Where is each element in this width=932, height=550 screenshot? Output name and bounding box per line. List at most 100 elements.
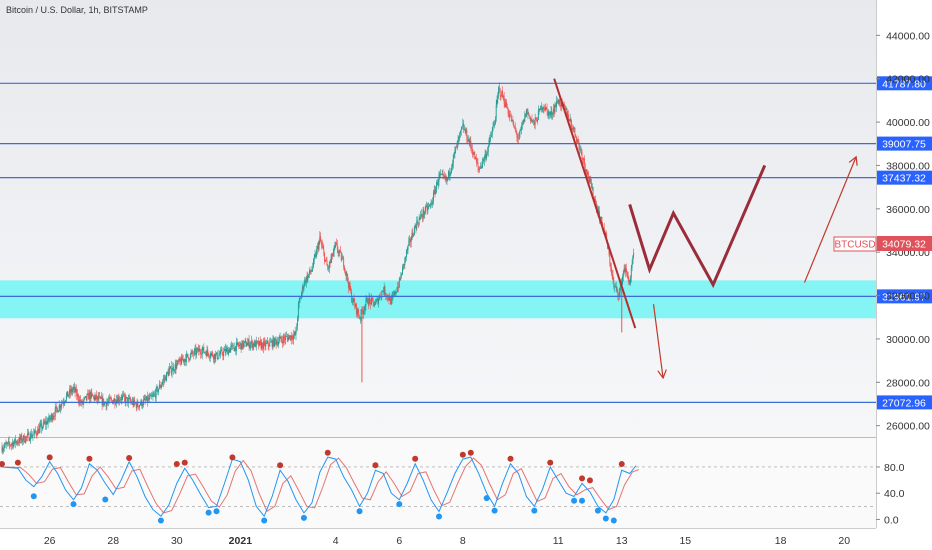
candle-body xyxy=(45,421,47,425)
candle-body xyxy=(605,233,607,235)
candle-body xyxy=(119,399,121,401)
candle-body xyxy=(262,341,264,349)
candle-body xyxy=(158,388,159,393)
candle-body xyxy=(270,340,272,342)
candle-body xyxy=(521,123,523,126)
candle-body xyxy=(514,126,515,128)
candle-body xyxy=(473,152,475,155)
candle-body xyxy=(580,148,582,153)
candle-body xyxy=(564,104,565,107)
candle-body xyxy=(20,435,22,440)
candle-body xyxy=(371,297,373,299)
candle-body xyxy=(286,336,288,338)
candle-body xyxy=(372,298,374,302)
candle-body xyxy=(353,298,355,303)
price-tick-label: 28000.00 xyxy=(886,377,930,389)
candle-body xyxy=(220,349,222,351)
osc-bottom-marker xyxy=(491,507,498,514)
candle-body xyxy=(187,354,189,358)
candle-body xyxy=(216,352,218,359)
osc-top-marker xyxy=(547,459,554,466)
level-label-box xyxy=(877,289,932,304)
candle-body xyxy=(272,338,274,347)
candle-body xyxy=(218,354,220,358)
horizontal-levels-layer: 41787.80 39007.75 37437.32 31961.97 27072.96 xyxy=(0,76,932,410)
candle-body xyxy=(324,259,326,262)
candle-body xyxy=(315,254,317,257)
candle-body xyxy=(452,163,453,168)
candle-body xyxy=(573,127,575,129)
candle-body xyxy=(523,119,525,122)
candle-body xyxy=(484,154,486,158)
candle-body xyxy=(254,341,256,347)
candle-body xyxy=(430,203,432,205)
candle-body xyxy=(16,441,18,444)
candle-body xyxy=(176,363,178,369)
time-axis[interactable]: 26 28 30 2021 4 6 8 11 13 15 18 20 xyxy=(44,535,850,547)
candle-body xyxy=(106,402,108,407)
candle-body xyxy=(124,397,126,403)
candle-body xyxy=(78,400,80,403)
candle-body xyxy=(173,370,175,372)
candle-body xyxy=(135,403,136,404)
candle-body xyxy=(59,405,61,409)
candle-body xyxy=(555,105,557,107)
candle-body xyxy=(388,298,390,301)
candle-body xyxy=(4,443,6,446)
candle-body xyxy=(338,251,340,253)
candle-body xyxy=(347,274,349,282)
candle-body xyxy=(397,286,399,292)
candle-body xyxy=(181,356,183,365)
candle-body xyxy=(531,119,533,121)
candle-body xyxy=(607,248,609,249)
candle-body xyxy=(390,298,392,305)
candle-body xyxy=(333,247,335,253)
candle-body xyxy=(123,394,125,396)
candle-body xyxy=(556,100,558,107)
candle-body xyxy=(26,436,28,438)
candle-body xyxy=(303,284,305,290)
candle-body xyxy=(398,278,400,288)
candle-body xyxy=(324,252,326,262)
candle-body xyxy=(592,186,594,198)
candle-body xyxy=(169,367,171,371)
price-tick-label: 40000.00 xyxy=(886,117,930,129)
candle-body xyxy=(348,283,350,288)
candle-body xyxy=(624,268,626,273)
candle-body xyxy=(227,349,229,355)
price-axis[interactable]: 44000.00 42000.00 40000.00 38000.00 36000.00… xyxy=(876,30,930,526)
candle-body xyxy=(312,267,314,271)
candle-body xyxy=(628,278,630,285)
candle-body xyxy=(545,106,546,111)
candle-body xyxy=(614,286,616,288)
osc-top-marker xyxy=(372,462,379,469)
candle-body xyxy=(434,190,436,194)
candle-body xyxy=(297,303,299,319)
candle-body xyxy=(164,376,166,380)
osc-bottom-marker xyxy=(396,501,403,508)
candle-body xyxy=(166,372,168,374)
candle-body xyxy=(370,299,372,305)
candle-body xyxy=(448,171,449,178)
candle-body xyxy=(321,244,323,247)
osc-top-marker xyxy=(173,460,180,467)
candle-body xyxy=(584,164,586,170)
candle-body xyxy=(197,348,199,352)
candle-body xyxy=(38,428,39,434)
candle-body xyxy=(123,394,125,398)
time-tick-label: 4 xyxy=(333,535,339,547)
candle-body xyxy=(92,394,94,396)
candle-body xyxy=(424,212,426,215)
candle-body xyxy=(189,354,191,360)
candle-body xyxy=(429,203,431,205)
candle-body xyxy=(50,414,52,418)
candle-body xyxy=(73,387,74,390)
candle-body xyxy=(301,292,302,298)
candle-body xyxy=(210,353,212,357)
candle-body xyxy=(139,405,140,408)
time-tick-label: 18 xyxy=(775,535,787,547)
candle-body xyxy=(447,177,449,179)
candle-body xyxy=(468,139,470,144)
candle-body xyxy=(33,433,35,435)
